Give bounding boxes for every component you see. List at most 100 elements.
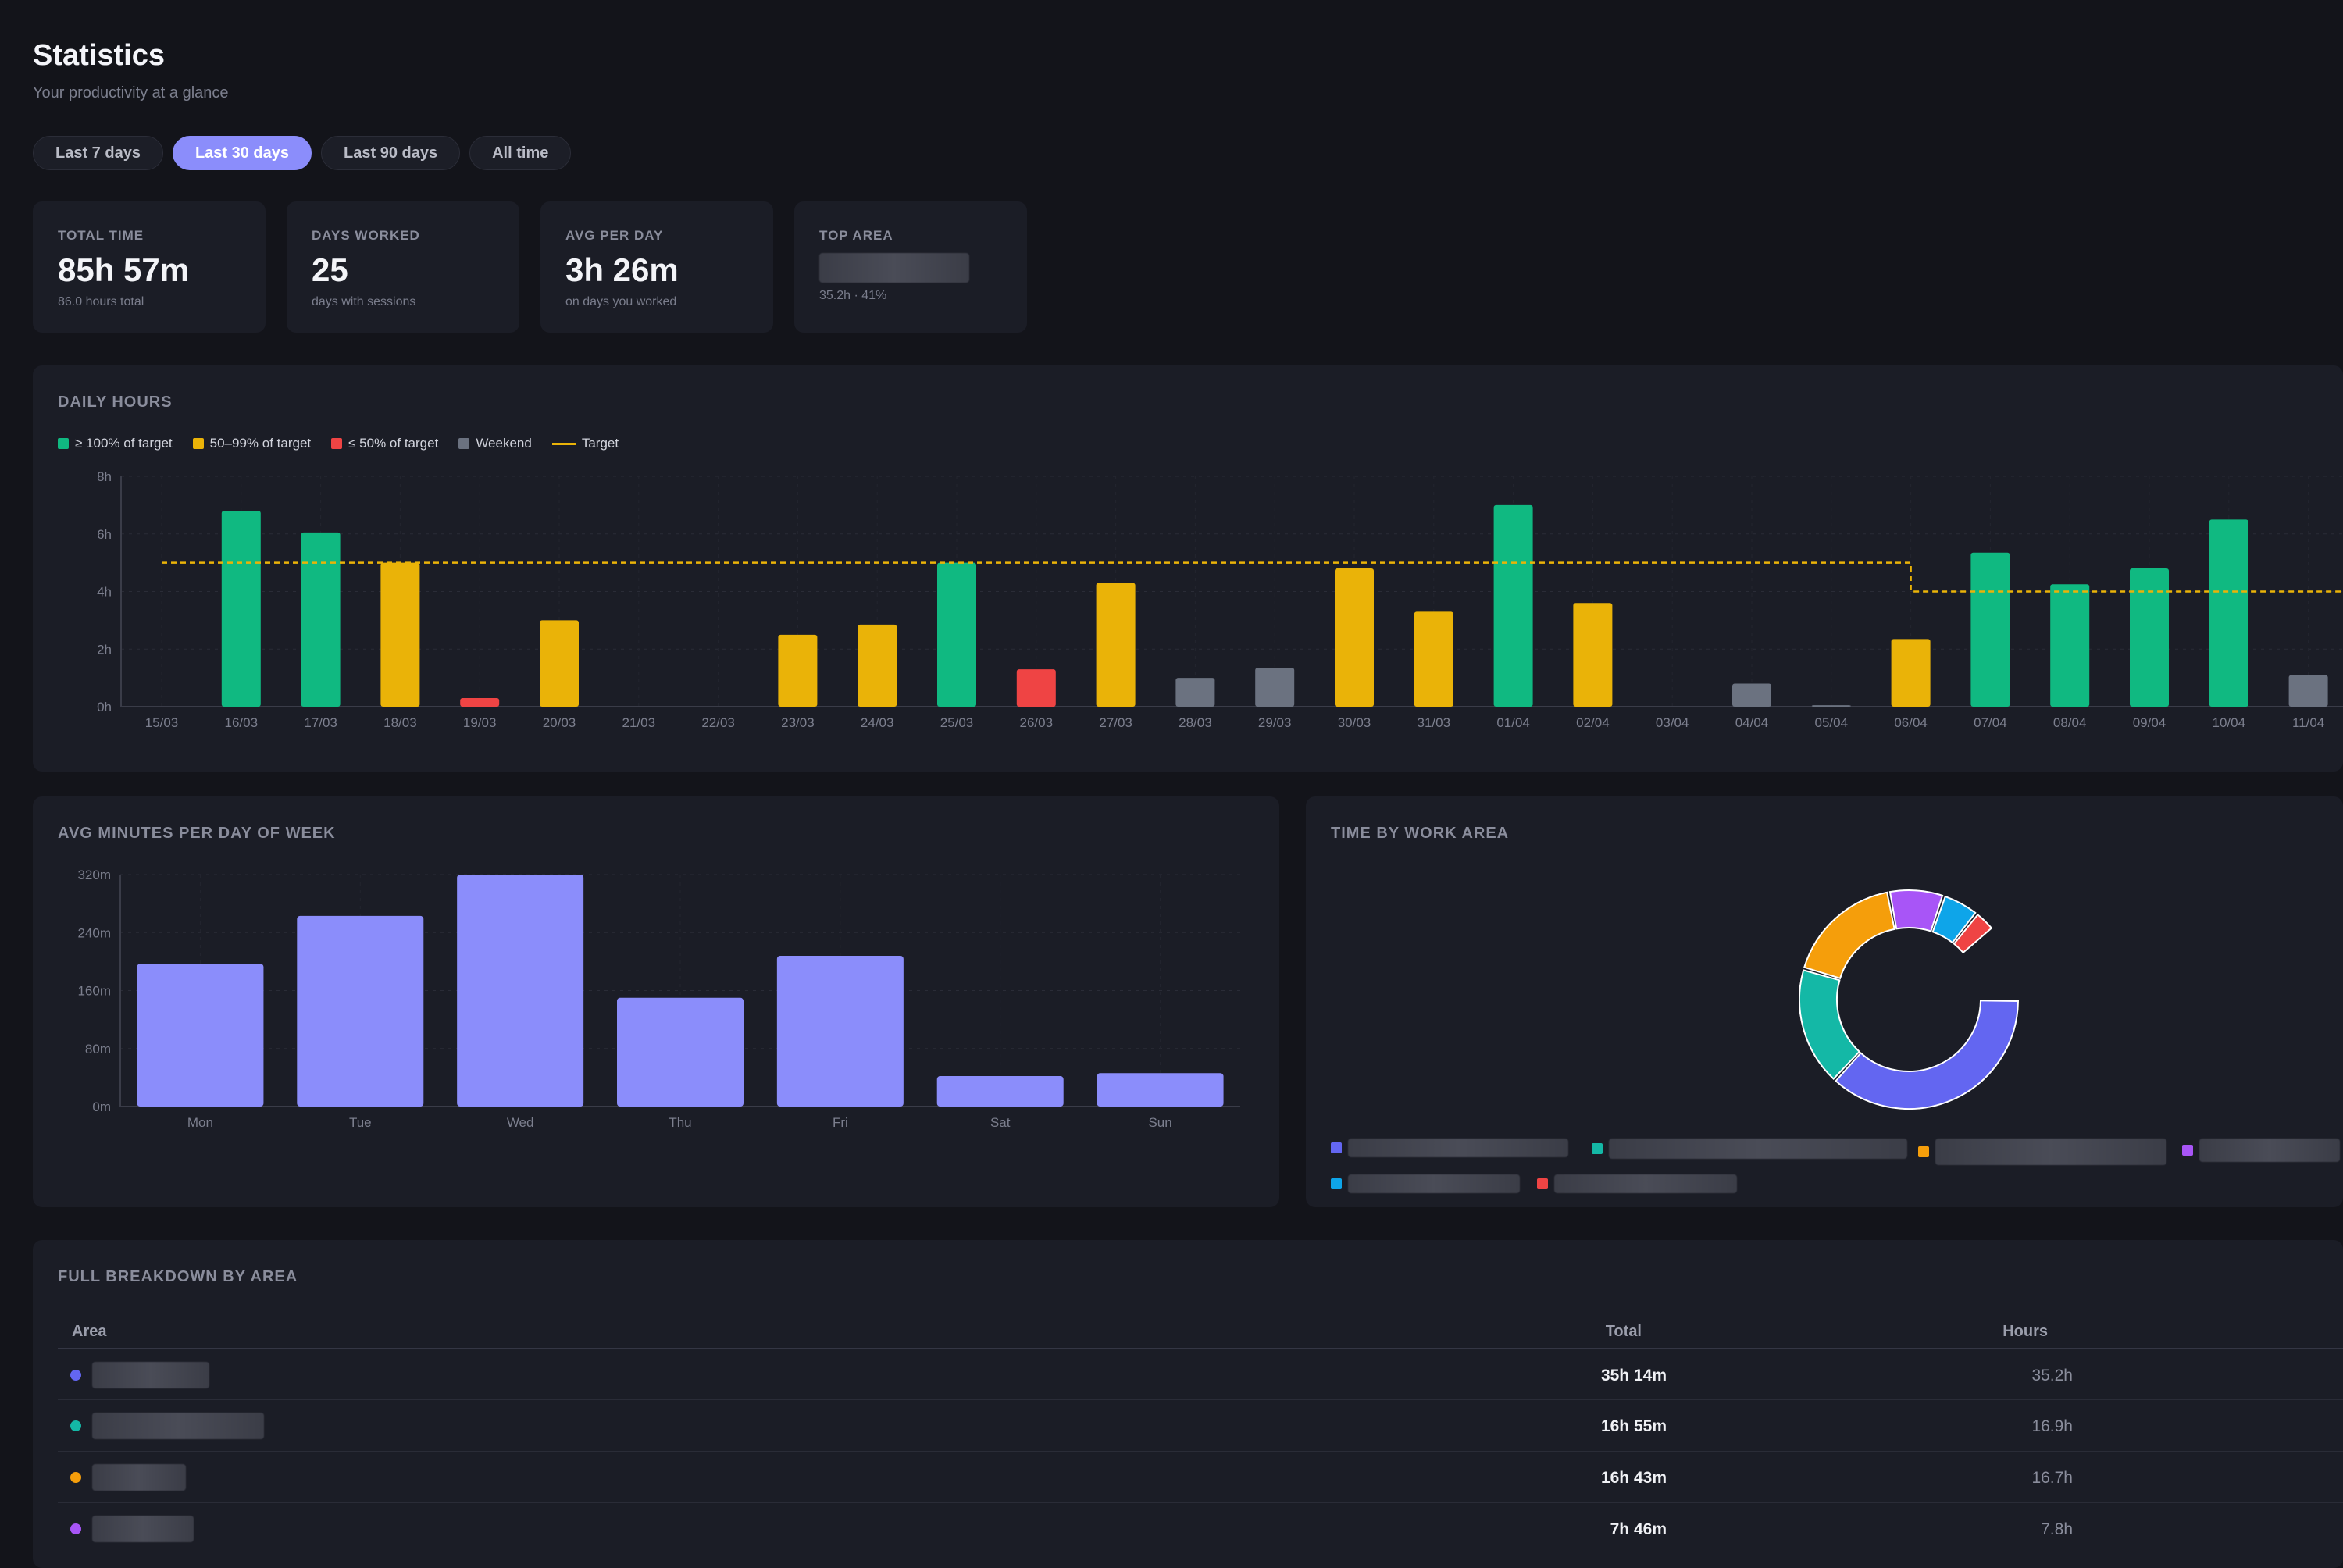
table-row[interactable]: 16h 55m 16.9h bbox=[58, 1399, 2343, 1452]
area-legend-item bbox=[1331, 1139, 1568, 1157]
x-tick-label: Mon bbox=[187, 1115, 213, 1130]
x-tick-label: Thu bbox=[669, 1115, 691, 1130]
stat-label: Days worked bbox=[312, 228, 420, 243]
stat-card-top-area: Top area 35.2h · 41% bbox=[794, 201, 1027, 333]
legend-label: 50–99% of target bbox=[209, 436, 312, 451]
legend-item-target: Target bbox=[551, 436, 619, 451]
weekday-bar bbox=[936, 1076, 1064, 1107]
row-hours: 7.8h bbox=[2041, 1520, 2073, 1538]
row-total: 35h 14m bbox=[1600, 1367, 1667, 1384]
row-total: 16h 43m bbox=[1600, 1469, 1667, 1487]
redacted-label bbox=[1348, 1174, 1520, 1193]
column-header-area[interactable]: Area bbox=[72, 1323, 107, 1340]
column-header-hours[interactable]: Hours bbox=[2002, 1323, 2048, 1340]
legend-swatch bbox=[458, 438, 470, 449]
y-tick-label: 160m bbox=[77, 984, 111, 999]
x-tick-label: 27/03 bbox=[1099, 715, 1132, 730]
donut-slice bbox=[1888, 889, 1944, 932]
daily-bar bbox=[1255, 668, 1295, 707]
row-hours: 16.7h bbox=[2031, 1469, 2073, 1487]
weekday-bar bbox=[297, 915, 424, 1107]
legend-swatch bbox=[1918, 1146, 1929, 1157]
daily-bar bbox=[301, 532, 341, 707]
x-tick-label: Sun bbox=[1148, 1115, 1172, 1130]
section-title: Full breakdown by area bbox=[58, 1268, 298, 1285]
daily-bar bbox=[460, 697, 500, 707]
page-subtitle: Your productivity at a glance bbox=[33, 84, 229, 102]
weekday-bar bbox=[457, 875, 584, 1107]
area-legend-item bbox=[1918, 1139, 2166, 1165]
area-legend-item bbox=[1537, 1174, 1737, 1193]
stat-value: 3h 26m bbox=[565, 251, 679, 288]
y-tick-label: 80m bbox=[85, 1042, 111, 1057]
table-row[interactable]: 7h 46m 7.8h bbox=[58, 1502, 2343, 1555]
x-tick-label: 20/03 bbox=[543, 715, 576, 730]
breakdown-card: Full breakdown by area Area Total Hours … bbox=[33, 1240, 2343, 1568]
x-tick-label: 09/04 bbox=[2133, 715, 2166, 730]
legend-label: Target bbox=[581, 436, 619, 451]
weekday-chart: 0m 80m 160m 240m 320m Mon Tue Wed Thu Fri Sat Sun bbox=[77, 868, 1240, 1130]
daily-bar bbox=[2050, 584, 2090, 707]
daily-bar bbox=[2209, 519, 2248, 707]
legend-swatch bbox=[1537, 1178, 1548, 1189]
area-color-dot bbox=[70, 1523, 81, 1534]
page-title: Statistics bbox=[33, 39, 165, 72]
tab-last-90-days[interactable]: Last 90 days bbox=[321, 136, 461, 170]
daily-bar bbox=[1573, 603, 1613, 707]
x-tick-label: Tue bbox=[349, 1115, 372, 1130]
weekday-bar bbox=[617, 997, 744, 1107]
tab-last-30-days[interactable]: Last 30 days bbox=[172, 136, 312, 170]
redacted-area-name bbox=[92, 1413, 264, 1439]
area-color-dot bbox=[70, 1472, 81, 1483]
stat-card-avg-per-day: Avg per day 3h 26m on days you worked bbox=[540, 201, 773, 333]
donut-slice bbox=[1952, 913, 1993, 954]
y-tick-label: 320m bbox=[77, 868, 111, 882]
x-tick-label: 03/04 bbox=[1656, 715, 1689, 730]
weekday-bar bbox=[776, 955, 904, 1107]
y-tick-label: 2h bbox=[97, 642, 112, 657]
section-title: Avg minutes per day of week bbox=[58, 825, 336, 842]
legend-swatch bbox=[1592, 1143, 1603, 1154]
x-tick-label: 28/03 bbox=[1179, 715, 1212, 730]
redacted-area-name bbox=[819, 253, 969, 283]
y-tick-label: 8h bbox=[97, 469, 112, 484]
area-legend-item bbox=[2182, 1139, 2340, 1162]
row-total: 7h 46m bbox=[1610, 1520, 1667, 1538]
stat-label: Top area bbox=[819, 228, 893, 243]
table-row[interactable]: 16h 43m 16.7h bbox=[58, 1451, 2343, 1503]
daily-bar bbox=[1891, 639, 1931, 707]
donut-slice bbox=[1835, 1000, 2020, 1110]
weekday-bar bbox=[137, 964, 264, 1107]
daily-bar bbox=[1414, 611, 1453, 707]
redacted-label bbox=[1609, 1139, 1907, 1159]
tab-last-7-days[interactable]: Last 7 days bbox=[33, 136, 163, 170]
tab-all-time[interactable]: All time bbox=[469, 136, 572, 170]
x-tick-label: 24/03 bbox=[861, 715, 894, 730]
daily-bar bbox=[2288, 675, 2328, 707]
donut-slice bbox=[1931, 895, 1977, 944]
stat-note: 86.0 hours total bbox=[58, 295, 144, 308]
x-tick-label: 31/03 bbox=[1418, 715, 1451, 730]
daily-hours-chart: 0h 2h 4h 6h 8h 15/03 16/03 17/03 18/03 19/03 20/03… bbox=[97, 469, 2343, 730]
area-color-dot bbox=[70, 1370, 81, 1381]
daily-bar bbox=[1096, 583, 1136, 707]
redacted-label bbox=[1554, 1174, 1737, 1193]
legend-swatch bbox=[1331, 1142, 1342, 1153]
daily-bar bbox=[1016, 669, 1056, 707]
stat-note: days with sessions bbox=[312, 295, 416, 308]
x-tick-label: 17/03 bbox=[304, 715, 337, 730]
legend-swatch bbox=[331, 438, 343, 449]
daily-bar bbox=[1175, 678, 1215, 707]
column-header-total[interactable]: Total bbox=[1605, 1323, 1642, 1340]
daily-bar bbox=[540, 620, 579, 707]
daily-bar bbox=[2130, 568, 2169, 707]
x-tick-label: 19/03 bbox=[463, 715, 497, 730]
stat-card-days-worked: Days worked 25 days with sessions bbox=[287, 201, 519, 333]
stat-card-total-time: Total time 85h 57m 86.0 hours total bbox=[33, 201, 266, 333]
y-tick-label: 4h bbox=[97, 585, 112, 600]
row-total: 16h 55m bbox=[1600, 1417, 1667, 1435]
target-line bbox=[162, 561, 2343, 593]
x-tick-label: 30/03 bbox=[1338, 715, 1371, 730]
table-row[interactable]: 35h 14m 35.2h bbox=[58, 1348, 2343, 1401]
legend-swatch bbox=[192, 438, 204, 449]
